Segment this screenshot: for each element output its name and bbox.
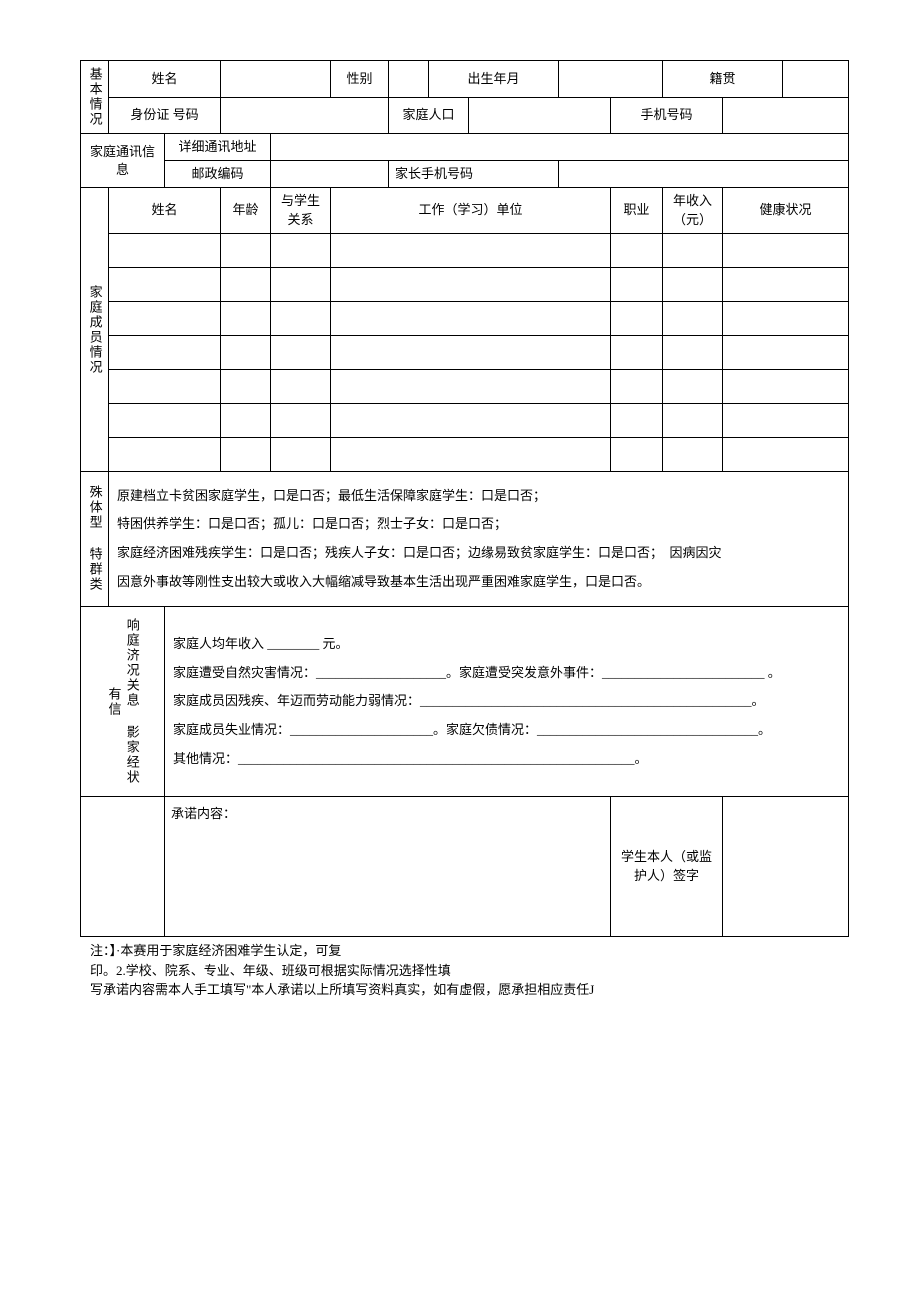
sign-field[interactable]	[723, 797, 849, 937]
special-content: 原建档立卡贫困家庭学生，口是口否；最低生活保障家庭学生：口是口否； 特困供养学生…	[109, 471, 849, 606]
mobile-field[interactable]	[723, 97, 849, 134]
name-label: 姓名	[109, 61, 221, 98]
promise-left-blank	[81, 797, 165, 937]
special-line4: 因意外事故等刚性支出较大或收入大幅缩减导致基本生活出现严重困难家庭学生，口是口否…	[117, 568, 840, 597]
origin-label: 籍贯	[663, 61, 783, 98]
members-header: 家庭成员情况 姓名 年龄 与学生关系 工作（学习）单位 职业 年收入（元） 健康…	[81, 188, 849, 233]
sign-label: 学生本人（或监护人）签字	[611, 797, 723, 937]
birth-field[interactable]	[559, 61, 663, 98]
member-row	[81, 403, 849, 437]
impact-line1: 家庭人均年收入 ________ 元。	[173, 630, 840, 659]
impact-line2: 家庭遭受自然灾害情况：____________________。家庭遭受突发意外…	[173, 659, 840, 688]
impact-section-label: 响庭济况关息 影家经状有信	[81, 607, 165, 797]
id-field[interactable]	[221, 97, 389, 134]
member-row	[81, 267, 849, 301]
member-row	[81, 335, 849, 369]
col-income: 年收入（元）	[663, 188, 723, 233]
special-row: 殊体型 特群类 原建档立卡贫困家庭学生，口是口否；最低生活保障家庭学生：口是口否…	[81, 471, 849, 606]
id-label: 身份证 号码	[109, 97, 221, 134]
parent-mobile-field[interactable]	[559, 161, 849, 188]
special-section-label: 殊体型 特群类	[81, 471, 109, 606]
promise-row: 承诺内容： 学生本人（或监护人）签字	[81, 797, 849, 937]
note-1: 注：】·本赛用于家庭经济困难学生认定，可复	[90, 941, 840, 961]
basic-row1: 基本情况 姓名 性别 出生年月 籍贯	[81, 61, 849, 98]
birth-label: 出生年月	[429, 61, 559, 98]
promise-title: 承诺内容：	[171, 806, 236, 821]
special-line3: 家庭经济困难残疾学生：口是口否；残疾人子女：口是口否；边缘易致贫家庭学生：口是口…	[117, 539, 840, 568]
basic-row2: 身份证 号码 家庭人口 手机号码	[81, 97, 849, 134]
member-row	[81, 233, 849, 267]
name-field[interactable]	[221, 61, 331, 98]
special-line1: 原建档立卡贫困家庭学生，口是口否；最低生活保障家庭学生：口是口否；	[117, 482, 840, 511]
note-2: 印。2.学校、院系、专业、年级、班级可根据实际情况选择性填	[90, 961, 840, 981]
col-workplace: 工作（学习）单位	[331, 188, 611, 233]
contact-section-label: 家庭通讯信息	[81, 134, 165, 188]
household-label: 家庭人口	[389, 97, 469, 134]
special-line2: 特困供养学生：口是口否；孤儿：口是口否；烈士子女：口是口否；	[117, 510, 840, 539]
address-label: 详细通讯地址	[165, 134, 271, 161]
impact-line3: 家庭成员因残疾、年迈而劳动能力弱情况：_____________________…	[173, 687, 840, 716]
origin-field[interactable]	[783, 61, 849, 98]
note-3: 写承诺内容需本人手工填写"本人承诺以上所填写资料真实，如有虚假，愿承担相应责任J	[90, 980, 840, 1000]
col-age: 年龄	[221, 188, 271, 233]
promise-content[interactable]: 承诺内容：	[165, 797, 611, 937]
parent-mobile-label: 家长手机号码	[389, 161, 559, 188]
members-section-label: 家庭成员情况	[81, 188, 109, 471]
postcode-field[interactable]	[271, 161, 389, 188]
gender-field[interactable]	[389, 61, 429, 98]
impact-line4: 家庭成员失业情况：______________________。家庭欠债情况：_…	[173, 716, 840, 745]
member-row	[81, 369, 849, 403]
col-job: 职业	[611, 188, 663, 233]
postcode-label: 邮政编码	[165, 161, 271, 188]
contact-row2: 邮政编码 家长手机号码	[81, 161, 849, 188]
member-row	[81, 437, 849, 471]
col-health: 健康状况	[723, 188, 849, 233]
basic-section-label: 基本情况	[81, 61, 109, 134]
impact-row: 响庭济况关息 影家经状有信 家庭人均年收入 ________ 元。 家庭遭受自然…	[81, 607, 849, 797]
member-row	[81, 301, 849, 335]
col-name: 姓名	[109, 188, 221, 233]
household-field[interactable]	[469, 97, 611, 134]
contact-row1: 家庭通讯信息 详细通讯地址	[81, 134, 849, 161]
col-relation: 与学生关系	[271, 188, 331, 233]
impact-line5: 其他情况：___________________________________…	[173, 745, 840, 774]
footer-notes: 注：】·本赛用于家庭经济困难学生认定，可复 印。2.学校、院系、专业、年级、班级…	[80, 941, 840, 1000]
mobile-label: 手机号码	[611, 97, 723, 134]
impact-content: 家庭人均年收入 ________ 元。 家庭遭受自然灾害情况：_________…	[165, 607, 849, 797]
address-field[interactable]	[271, 134, 849, 161]
form-table: 基本情况 姓名 性别 出生年月 籍贯 身份证 号码 家庭人口 手机号码 家庭通讯…	[80, 60, 849, 937]
gender-label: 性别	[331, 61, 389, 98]
